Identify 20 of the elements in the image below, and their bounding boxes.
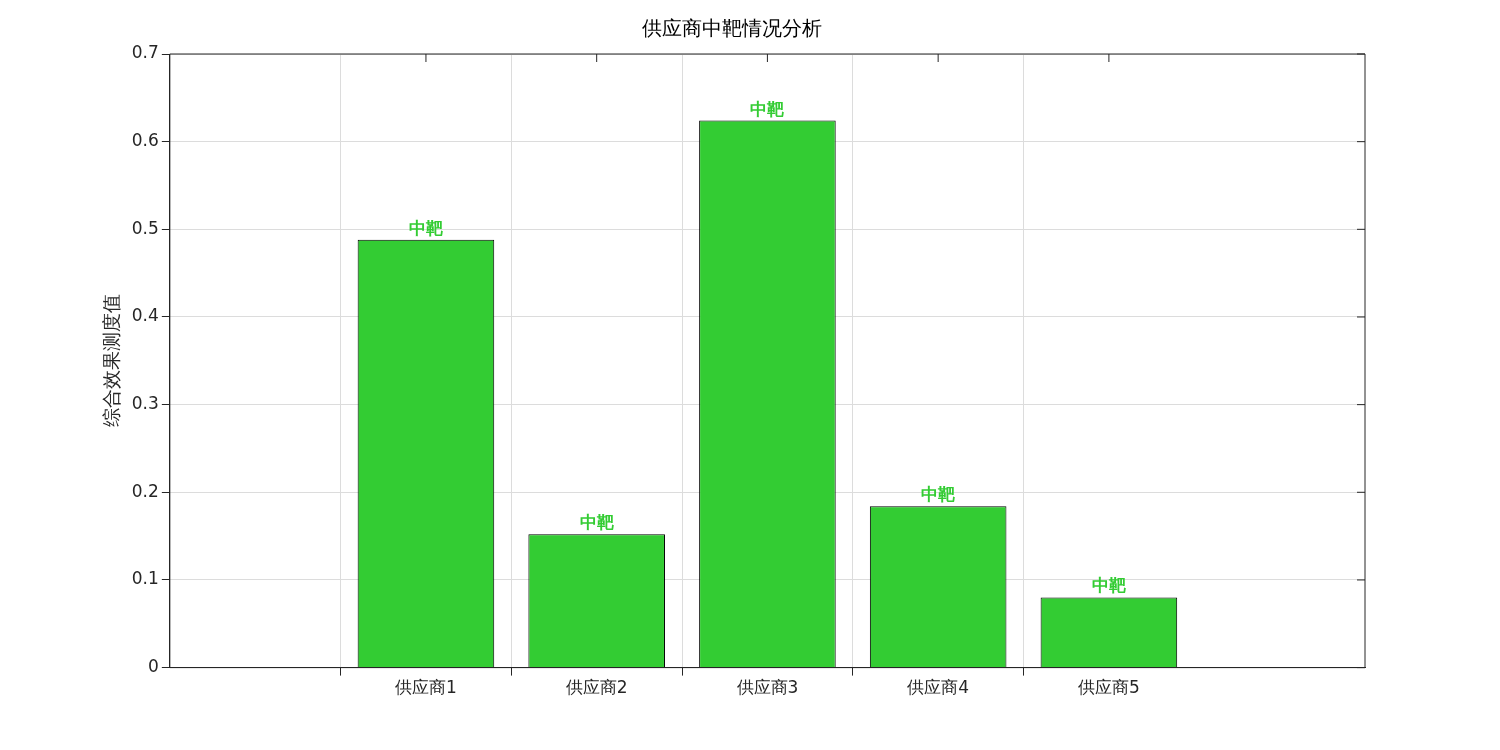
x-tick-label: 供应商3 <box>736 677 799 698</box>
y-tick-label: 0.3 <box>131 393 159 414</box>
x-tick-label: 供应商4 <box>907 677 970 698</box>
y-tick-label: 0.1 <box>131 568 159 589</box>
data-label: 中靶 <box>750 98 785 119</box>
y-tick-label: 0 <box>148 656 159 677</box>
chart-title: 供应商中靶情况分析 <box>641 16 822 41</box>
y-tick-label: 0.5 <box>131 217 159 238</box>
x-tick-label: 供应商1 <box>395 677 457 698</box>
y-axis-title: 综合效果测度值 <box>101 294 123 428</box>
y-tick-label: 0.2 <box>131 480 159 501</box>
data-label: 中靶 <box>579 512 614 533</box>
data-label: 中靶 <box>921 484 956 505</box>
data-label: 中靶 <box>1091 575 1126 596</box>
y-tick-label: 0.4 <box>131 305 159 326</box>
x-tick-label: 供应商5 <box>1077 677 1140 698</box>
y-tick-label: 0.7 <box>131 42 159 63</box>
data-label: 中靶 <box>408 217 443 238</box>
x-tick-label: 供应商2 <box>565 677 628 698</box>
y-tick-label: 0.6 <box>131 130 159 151</box>
